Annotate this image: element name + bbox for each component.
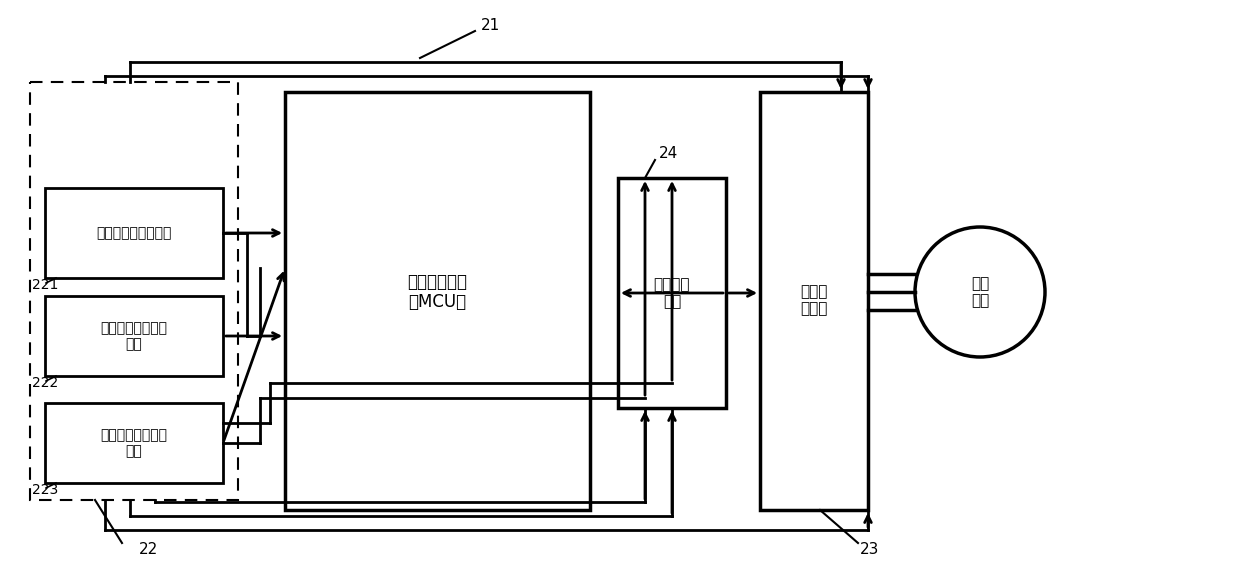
Text: 24: 24 <box>658 145 677 161</box>
Text: 空调
电机: 空调 电机 <box>971 276 990 308</box>
Text: 221: 221 <box>32 278 58 292</box>
Circle shape <box>915 227 1045 357</box>
Text: 过电流检测保护单元: 过电流检测保护单元 <box>97 226 171 240</box>
Text: 排气温度检测保护
单元: 排气温度检测保护 单元 <box>100 428 167 458</box>
Bar <box>618 178 725 408</box>
Bar <box>45 403 223 483</box>
Text: 223: 223 <box>32 483 58 497</box>
Text: 222: 222 <box>32 376 58 390</box>
Bar <box>285 92 590 510</box>
Bar <box>45 188 223 278</box>
Text: 排气压力检测保护
单元: 排气压力检测保护 单元 <box>100 321 167 351</box>
Text: 22: 22 <box>139 542 157 558</box>
Text: 21: 21 <box>480 19 500 34</box>
Bar <box>760 92 868 510</box>
Bar <box>30 82 238 500</box>
Text: 23: 23 <box>861 542 879 558</box>
Text: 安全闭锁
单元: 安全闭锁 单元 <box>653 277 691 309</box>
Text: 中央处理单元
（MCU）: 中央处理单元 （MCU） <box>407 273 467 311</box>
Bar <box>45 296 223 376</box>
Text: 电机驱
动单元: 电机驱 动单元 <box>800 284 827 316</box>
